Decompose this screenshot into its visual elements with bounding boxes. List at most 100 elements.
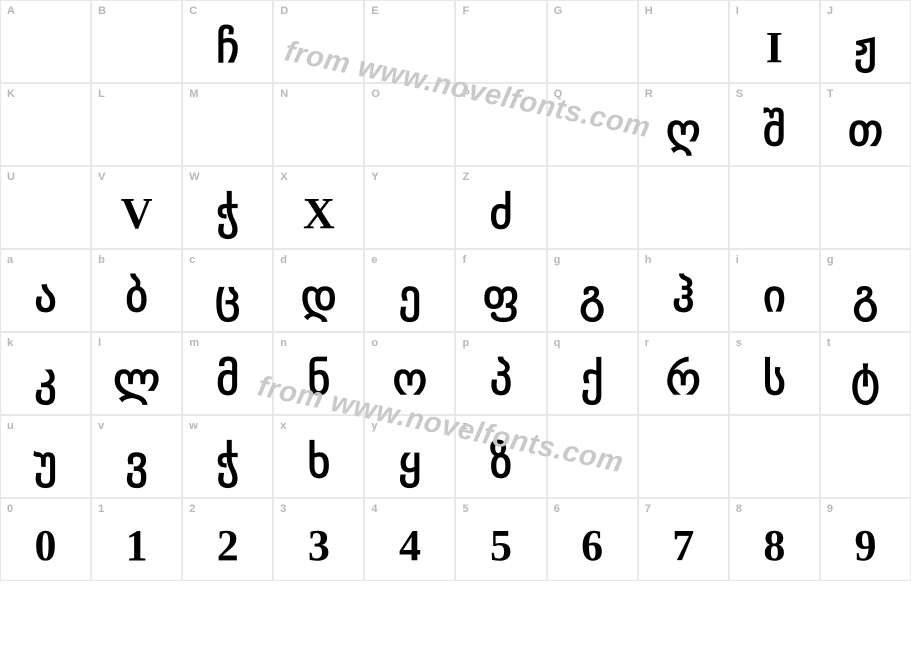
glyph-cell: D (273, 0, 364, 83)
glyph-cell: 55 (455, 498, 546, 581)
glyph-cell: Rღ (638, 83, 729, 166)
cell-label: C (189, 5, 197, 17)
cell-glyph: 1 (126, 524, 148, 568)
cell-label: x (280, 420, 286, 432)
cell-glyph: ღ (666, 109, 701, 153)
cell-glyph: რ (666, 358, 701, 402)
glyph-cell: O (364, 83, 455, 166)
cell-label: 5 (462, 503, 468, 515)
cell-label: I (736, 5, 739, 17)
glyph-cell: XX (273, 166, 364, 249)
cell-label: Q (554, 88, 563, 100)
glyph-cell: Y (364, 166, 455, 249)
glyph-cell: Wჭ (182, 166, 273, 249)
cell-glyph: ხ (307, 441, 330, 485)
glyph-cell: qქ (547, 332, 638, 415)
cell-label: U (7, 171, 15, 183)
cell-label: X (280, 171, 287, 183)
glyph-cell: oო (364, 332, 455, 415)
glyph-cell: B (91, 0, 182, 83)
cell-glyph: მ (216, 358, 239, 402)
cell-glyph: გ (579, 275, 605, 319)
glyph-cell (638, 166, 729, 249)
cell-label: o (371, 337, 378, 349)
cell-glyph: X (303, 192, 335, 236)
glyph-cell: sს (729, 332, 820, 415)
cell-glyph: დ (301, 275, 337, 319)
glyph-cell: gგ (820, 249, 911, 332)
cell-glyph: შ (763, 109, 786, 153)
glyph-cell: A (0, 0, 91, 83)
cell-glyph: კ (34, 358, 56, 402)
glyph-cell: dდ (273, 249, 364, 332)
cell-label: 1 (98, 503, 104, 515)
glyph-cell: aა (0, 249, 91, 332)
cell-glyph: ვ (125, 441, 148, 485)
glyph-cell (638, 415, 729, 498)
glyph-cell: Jჟ (820, 0, 911, 83)
cell-glyph: ჰ (672, 275, 694, 319)
cell-glyph: 9 (854, 524, 876, 568)
cell-label: P (462, 88, 469, 100)
glyph-cell: lლ (91, 332, 182, 415)
glyph-cell: iი (729, 249, 820, 332)
glyph-cell: 33 (273, 498, 364, 581)
glyph-cell: pპ (455, 332, 546, 415)
glyph-cell: rრ (638, 332, 729, 415)
cell-glyph: გ (853, 275, 879, 319)
cell-label: A (7, 5, 15, 17)
glyph-cell: hჰ (638, 249, 729, 332)
glyph-cell: zზ (455, 415, 546, 498)
cell-label: 2 (189, 503, 195, 515)
cell-glyph: ჟ (854, 26, 877, 70)
cell-label: d (280, 254, 287, 266)
cell-label: O (371, 88, 380, 100)
cell-glyph: ო (393, 358, 428, 402)
glyph-cell: yყ (364, 415, 455, 498)
cell-label: y (371, 420, 377, 432)
glyph-cell: H (638, 0, 729, 83)
cell-label: R (645, 88, 653, 100)
cell-label: G (554, 5, 563, 17)
cell-label: 4 (371, 503, 377, 515)
cell-glyph: 8 (763, 524, 785, 568)
cell-glyph: ა (34, 275, 56, 319)
cell-label: p (462, 337, 469, 349)
cell-label: r (645, 337, 649, 349)
cell-label: N (280, 88, 288, 100)
glyph-cell: Cჩ (182, 0, 273, 83)
cell-label: b (98, 254, 105, 266)
glyph-cell: vვ (91, 415, 182, 498)
glyph-cell: wჭ (182, 415, 273, 498)
glyph-cell: Sშ (729, 83, 820, 166)
glyph-cell (820, 166, 911, 249)
cell-label: 8 (736, 503, 742, 515)
glyph-cell: bბ (91, 249, 182, 332)
glyph-cell: tტ (820, 332, 911, 415)
glyph-cell: II (729, 0, 820, 83)
cell-label: E (371, 5, 378, 17)
cell-glyph: 6 (581, 524, 603, 568)
glyph-cell: cც (182, 249, 273, 332)
cell-glyph: 3 (308, 524, 330, 568)
cell-label: w (189, 420, 198, 432)
cell-label: D (280, 5, 288, 17)
glyph-cell: VV (91, 166, 182, 249)
glyph-cell: Q (547, 83, 638, 166)
glyph-cell (820, 415, 911, 498)
cell-label: h (645, 254, 652, 266)
cell-label: 6 (554, 503, 560, 515)
cell-label: 7 (645, 503, 651, 515)
cell-glyph: 4 (399, 524, 421, 568)
cell-label: K (7, 88, 15, 100)
glyph-cell: F (455, 0, 546, 83)
cell-label: e (371, 254, 377, 266)
cell-label: Y (371, 171, 378, 183)
cell-label: L (98, 88, 105, 100)
cell-label: n (280, 337, 287, 349)
glyph-cell: Zძ (455, 166, 546, 249)
cell-glyph: ყ (399, 441, 422, 485)
glyph-cell: xხ (273, 415, 364, 498)
glyph-cell: N (273, 83, 364, 166)
cell-label: g (554, 254, 561, 266)
